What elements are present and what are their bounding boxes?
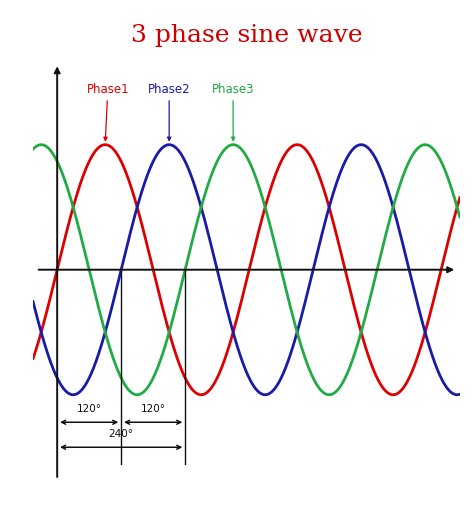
Text: 120°: 120° (77, 403, 101, 414)
Text: 120°: 120° (141, 403, 165, 414)
Text: Phase1: Phase1 (86, 83, 129, 141)
Text: Phase3: Phase3 (212, 83, 255, 141)
Text: Phase2: Phase2 (148, 83, 191, 141)
Title: 3 phase sine wave: 3 phase sine wave (131, 24, 362, 46)
Text: 240°: 240° (109, 429, 134, 439)
